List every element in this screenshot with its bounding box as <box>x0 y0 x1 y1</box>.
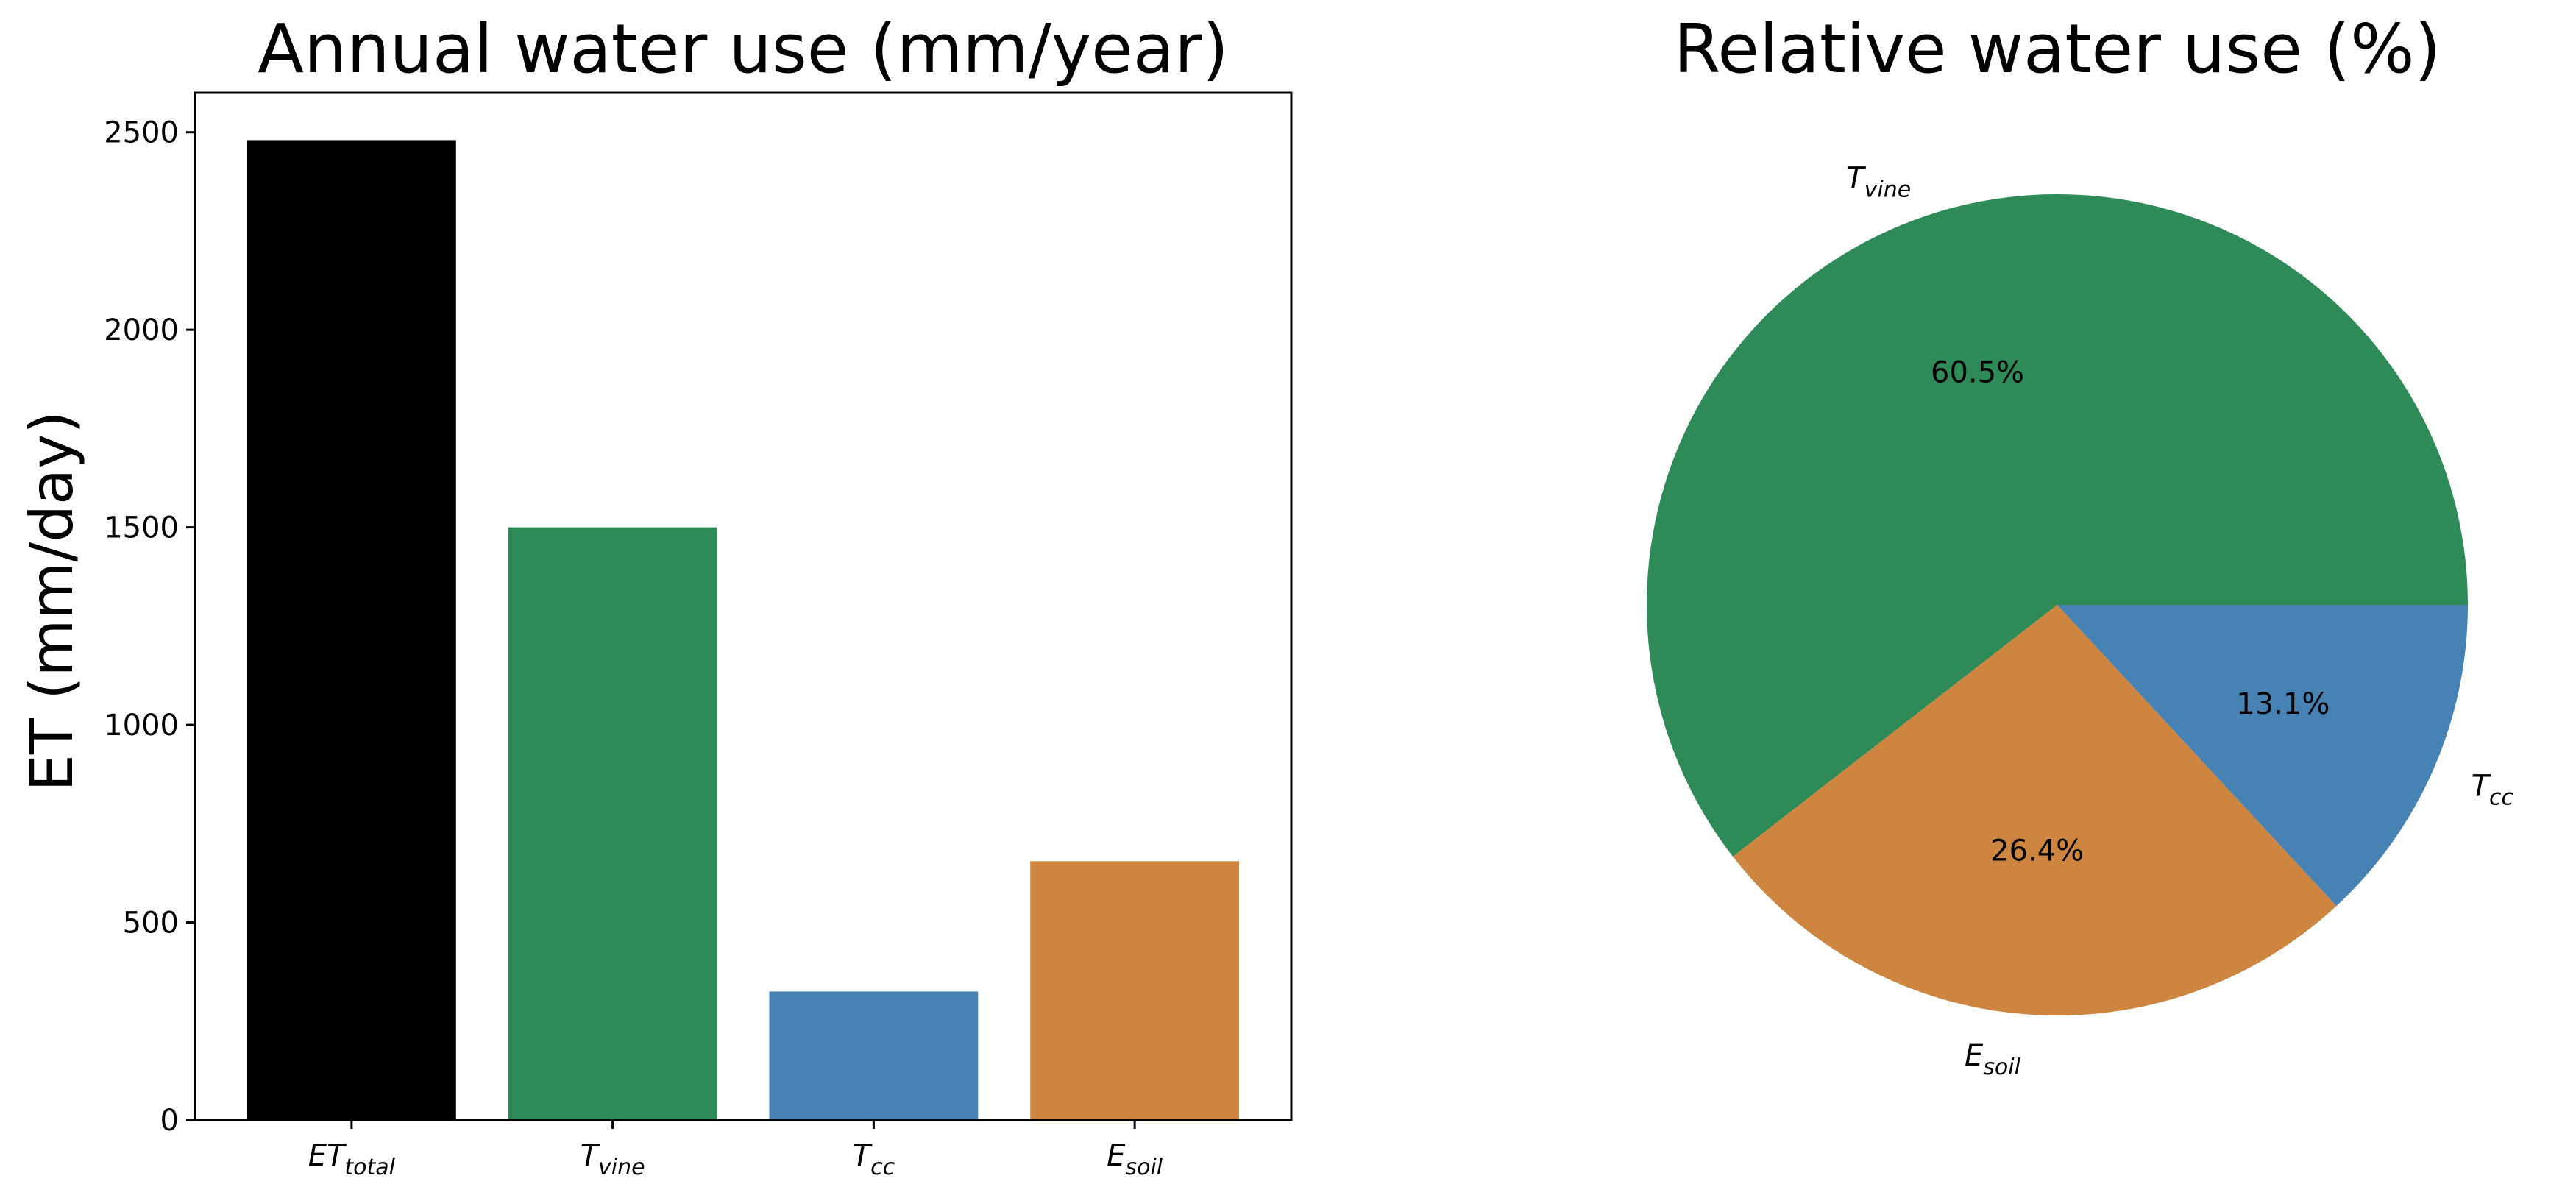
bar-t-vine <box>508 527 717 1120</box>
y-tick-label: 1500 <box>104 511 179 545</box>
y-axis-label: ET (mm/day) <box>18 411 86 791</box>
pie-slice-t-vine <box>1646 194 2468 857</box>
x-tick-label: ETtotal <box>308 1139 396 1180</box>
pie-percent-label: 26.4% <box>1990 834 2084 868</box>
pie-labels: 60.5% Tvine 26.4% Esoil 13.1% Tcc <box>1846 161 2513 1080</box>
x-tick-label: Tvine <box>581 1139 645 1180</box>
x-tick-label: Tcc <box>853 1139 895 1180</box>
bar-chart-title: Annual water use (mm/year) <box>258 10 1229 88</box>
pie-percent-label: 13.1% <box>2236 687 2330 721</box>
pie-slice-e-soil <box>1733 605 2337 1015</box>
y-tick-label: 2500 <box>104 116 179 150</box>
bar-et-total <box>246 140 456 1120</box>
pie-slice-t-cc <box>2057 605 2468 907</box>
y-axis-ticks: 0 500 1000 1500 2000 2500 <box>104 116 195 1138</box>
pie-slices <box>1646 194 2468 1015</box>
x-tick-label: Esoil <box>1107 1139 1163 1180</box>
pie-category-label: Tcc <box>2472 770 2514 811</box>
pie-percent-label: 60.5% <box>1931 355 2024 389</box>
pie-category-label: Esoil <box>1965 1039 2021 1080</box>
pie-chart-title: Relative water use (%) <box>1674 10 2441 88</box>
bar-t-cc <box>769 991 979 1120</box>
bar-chart: Annual water use (mm/year) ET (mm/day) 0… <box>18 10 1293 1180</box>
y-tick-label: 2000 <box>104 313 179 347</box>
pie-chart: Relative water use (%) 60.5% Tvine 26.4% Es… <box>1646 10 2513 1080</box>
bars <box>246 140 1240 1120</box>
x-axis-ticks: ETtotal Tvine Tcc Esoil <box>308 1120 1163 1180</box>
y-tick-label: 0 <box>160 1104 179 1138</box>
bar-e-soil <box>1030 861 1240 1120</box>
pie-category-label: Tvine <box>1846 161 1911 202</box>
y-tick-label: 500 <box>123 907 179 940</box>
plot-frame <box>194 91 1293 1121</box>
y-tick-label: 1000 <box>104 709 179 742</box>
